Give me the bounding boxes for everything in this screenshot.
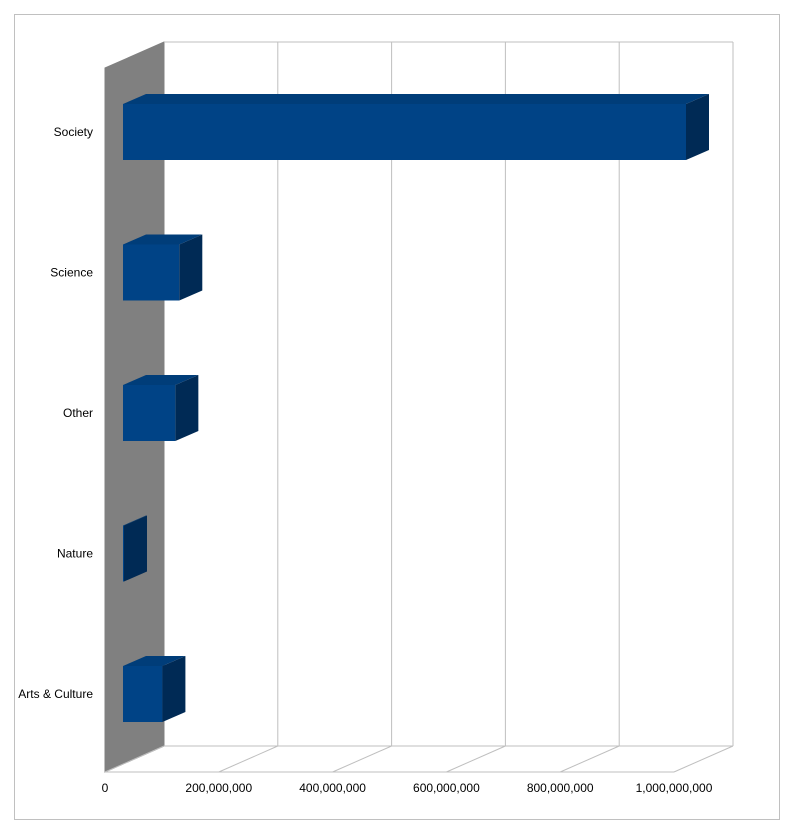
bar-side <box>175 375 199 441</box>
bar-top <box>123 375 199 385</box>
floor-gridline <box>332 745 392 773</box>
bar-top <box>123 656 186 666</box>
x-axis-tick-labels: 0 200,000,000 400,000,000 600,000,000 800,00… <box>102 781 713 795</box>
x-tick-label: 0 <box>102 781 109 795</box>
y-category-label: Nature <box>57 547 93 561</box>
y-category-label: Other <box>63 406 93 420</box>
bars <box>123 94 709 722</box>
y-category-label: Science <box>50 266 93 280</box>
bar-front <box>123 244 180 301</box>
x-tick-label: 1,000,000,000 <box>636 781 713 795</box>
x-tick-label: 200,000,000 <box>185 781 252 795</box>
floor-gridline <box>104 745 165 773</box>
bar-top <box>123 94 709 104</box>
bar-side <box>162 656 186 722</box>
bar <box>123 375 199 441</box>
bar <box>123 94 709 160</box>
bar-front <box>123 104 686 160</box>
bar <box>123 656 186 722</box>
bar-front <box>123 525 124 582</box>
floor-gridline <box>673 745 734 773</box>
x-tick-label: 600,000,000 <box>413 781 480 795</box>
bar-side <box>124 515 147 582</box>
y-category-label: Society <box>54 125 93 139</box>
y-axis-category-labels: Society Science Other Nature Arts & Culture <box>18 125 93 701</box>
bar-side <box>686 94 709 160</box>
x-tick-label: 800,000,000 <box>527 781 594 795</box>
bar-front <box>123 385 176 441</box>
bar-front <box>123 666 163 722</box>
y-category-label: Arts & Culture <box>18 687 93 701</box>
x-tick-label: 400,000,000 <box>299 781 366 795</box>
bar-side <box>179 234 203 301</box>
floor-gridline <box>559 745 620 773</box>
bar <box>123 234 203 301</box>
bar-top <box>123 515 147 526</box>
bar <box>123 515 147 582</box>
floor-gridline <box>446 745 506 773</box>
floor-gridline <box>218 745 279 773</box>
bar-top <box>123 234 203 245</box>
